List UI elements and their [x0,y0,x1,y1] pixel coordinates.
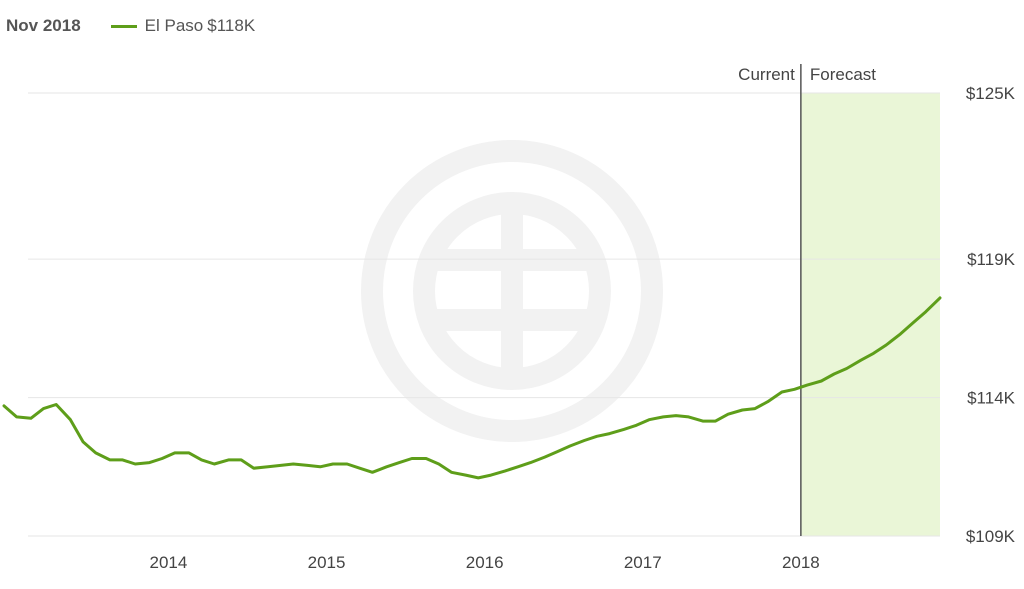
legend-swatch [110,24,137,28]
x-tick-label: 2014 [150,553,188,572]
chart-legend: Nov 2018 El Paso $118K [6,14,255,38]
legend-series-value: $118K [207,16,256,35]
x-axis-ticks: 2014 2015 2016 2017 2018 [150,553,820,572]
y-tick-label: $109K [966,527,1016,546]
y-axis-ticks: $109K $114K $119K $125K [966,84,1016,546]
series-line-el-paso [2,296,942,480]
forecast-label: Forecast [810,65,876,84]
current-label: Current [738,65,795,84]
gridlines [28,92,940,537]
y-tick-label: $119K [967,250,1016,269]
y-tick-label: $114K [967,389,1016,408]
x-tick-label: 2015 [308,553,346,572]
legend-series-name: El Paso [144,16,204,35]
x-tick-label: 2016 [466,553,504,572]
watermark-logo [361,140,663,442]
forecast-region [800,93,940,536]
y-tick-label: $125K [966,84,1016,103]
x-tick-label: 2018 [782,553,820,572]
x-tick-label: 2017 [624,553,662,572]
legend-date: Nov 2018 [6,16,81,35]
